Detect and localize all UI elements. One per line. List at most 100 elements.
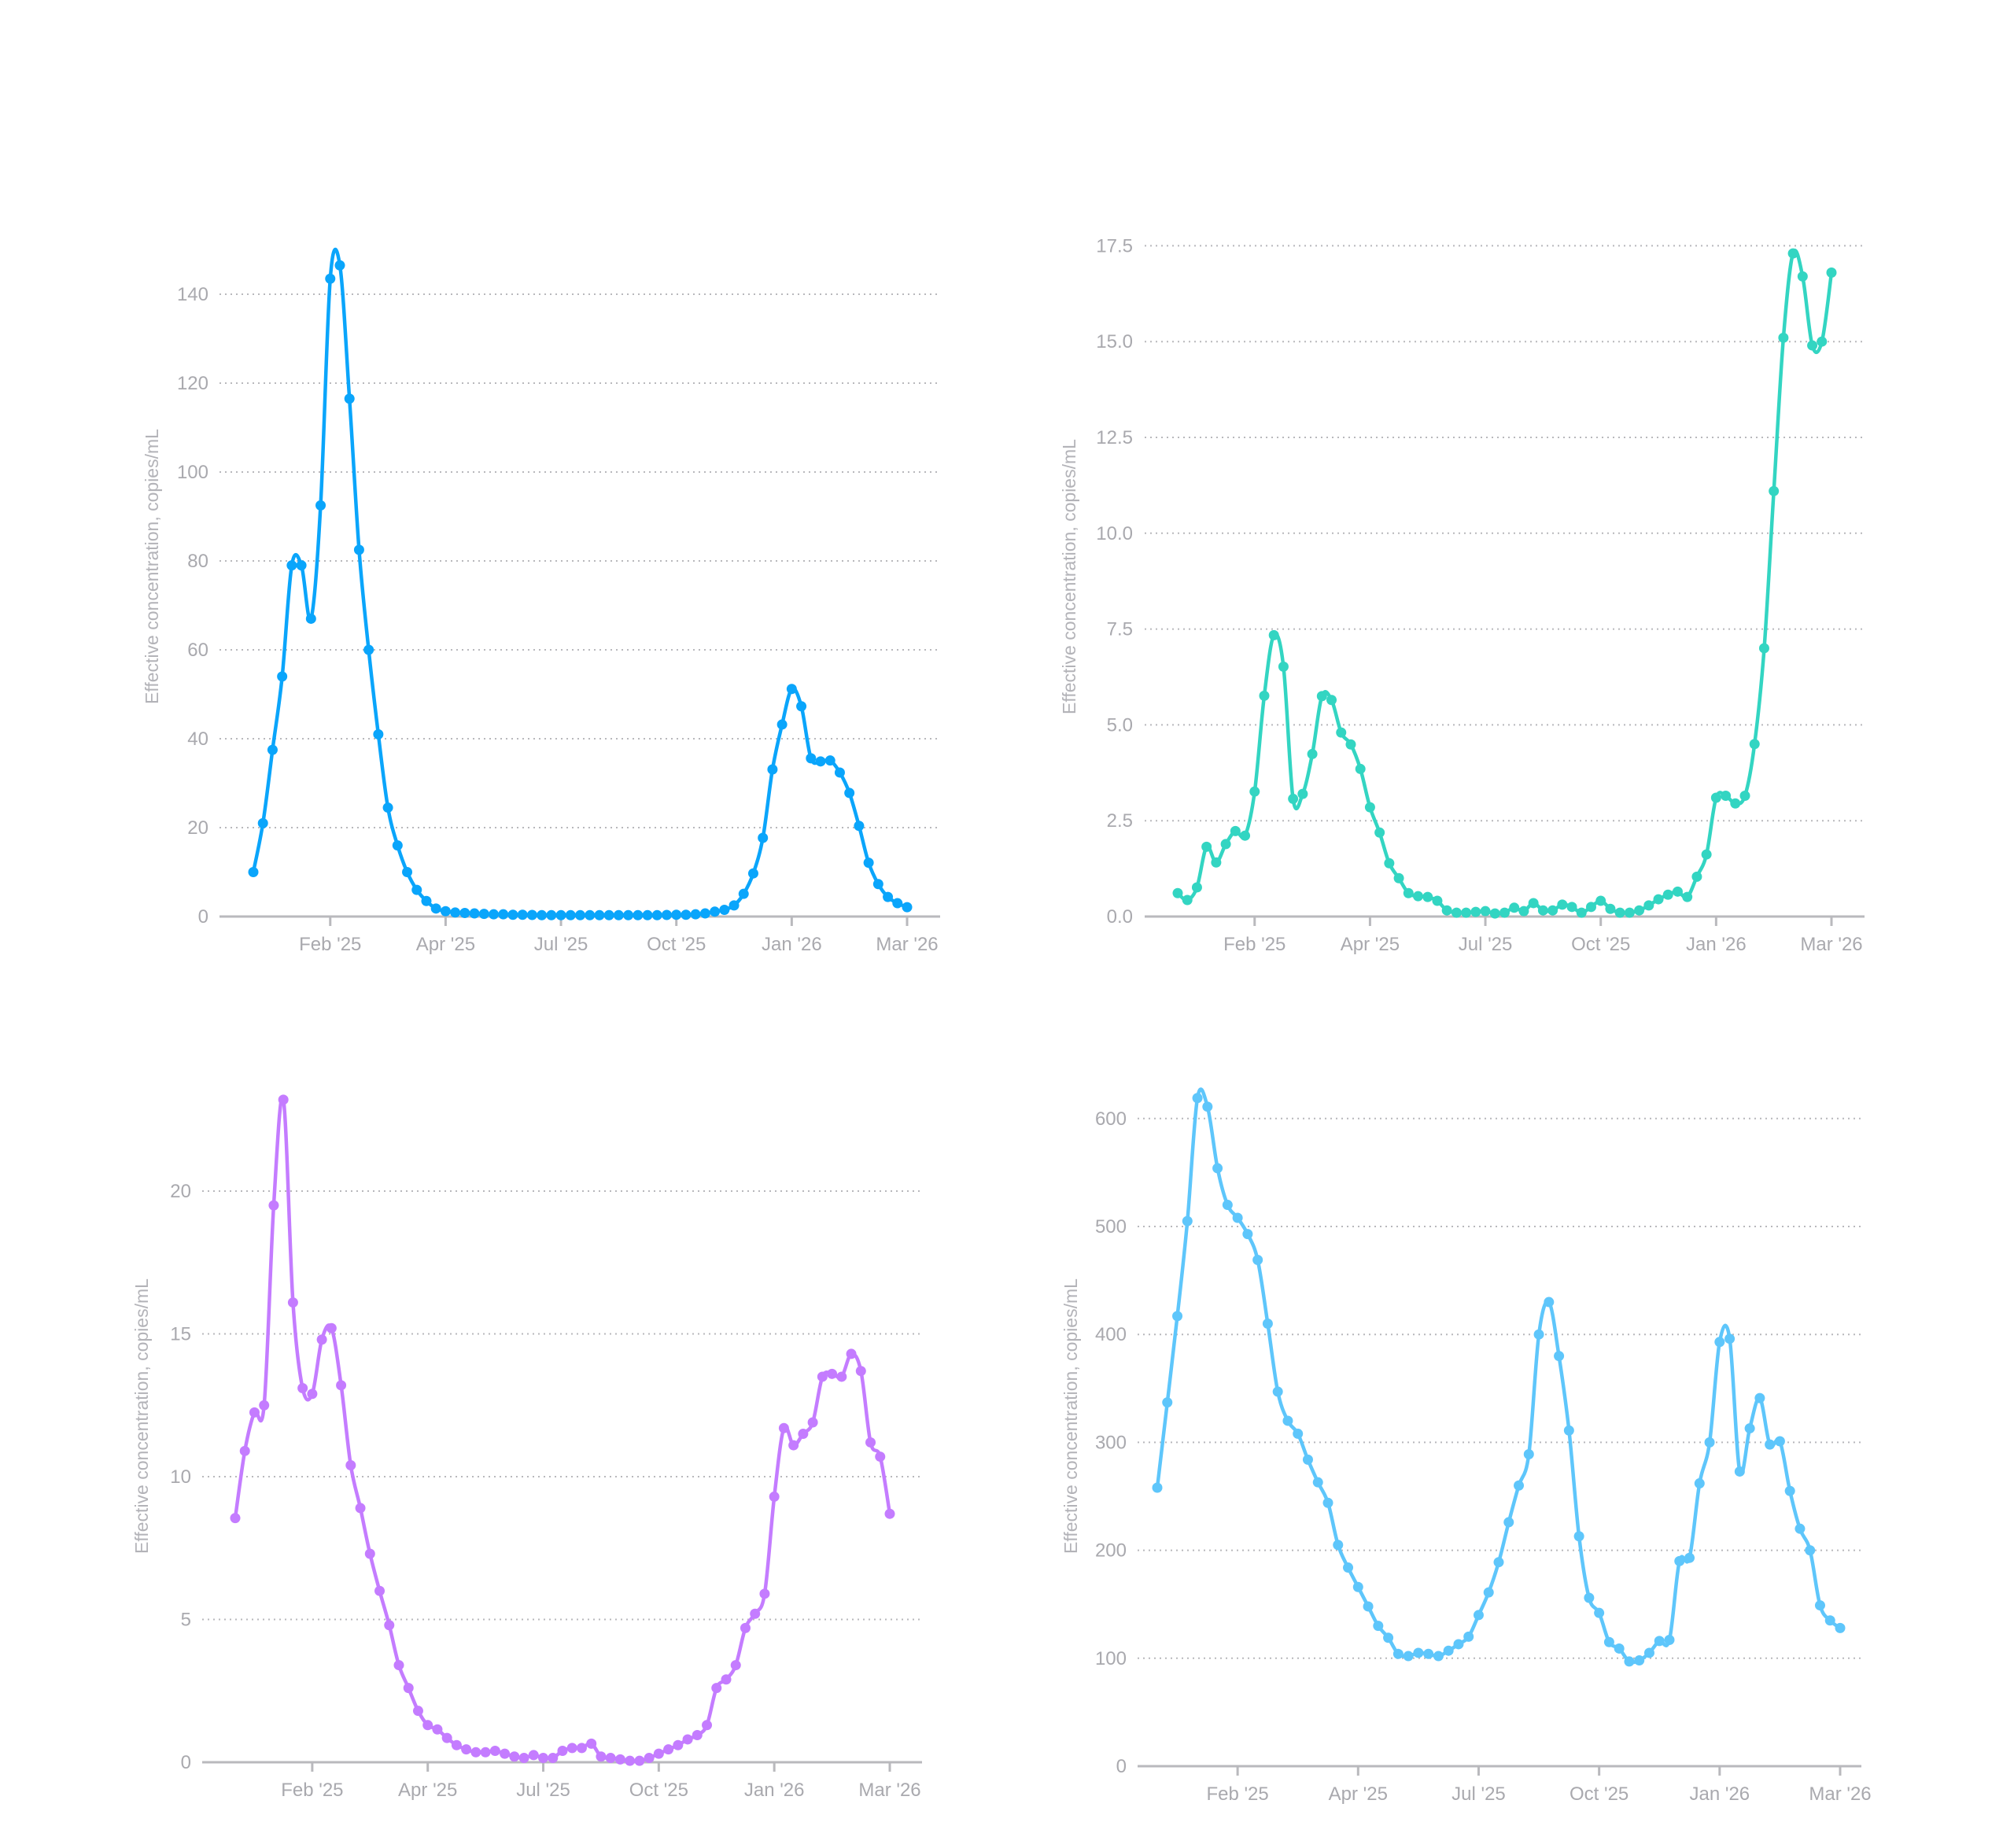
data-point[interactable] <box>729 900 740 911</box>
data-point[interactable] <box>1824 1615 1835 1626</box>
data-point[interactable] <box>1566 902 1577 913</box>
data-point[interactable] <box>1222 1200 1233 1211</box>
data-point[interactable] <box>278 1094 289 1105</box>
data-point[interactable] <box>692 1730 703 1741</box>
data-point[interactable] <box>719 905 730 916</box>
data-point[interactable] <box>815 756 826 767</box>
data-point[interactable] <box>430 903 441 914</box>
data-point[interactable] <box>807 1417 818 1428</box>
data-point[interactable] <box>1262 1318 1273 1329</box>
data-point[interactable] <box>671 909 682 920</box>
data-point[interactable] <box>1654 1636 1665 1647</box>
data-point[interactable] <box>1691 871 1702 882</box>
data-point[interactable] <box>806 753 817 764</box>
data-point[interactable] <box>721 1674 732 1685</box>
data-point[interactable] <box>875 1451 886 1463</box>
data-point[interactable] <box>872 879 883 890</box>
data-point[interactable] <box>1293 1428 1304 1439</box>
data-point[interactable] <box>788 1440 799 1451</box>
data-point[interactable] <box>1392 1648 1404 1659</box>
data-point[interactable] <box>605 1753 616 1764</box>
data-point[interactable] <box>738 888 749 899</box>
data-point[interactable] <box>1336 727 1347 738</box>
data-point[interactable] <box>1557 899 1568 910</box>
data-point[interactable] <box>1721 791 1732 802</box>
data-point[interactable] <box>778 1422 789 1433</box>
data-point[interactable] <box>1312 1477 1323 1488</box>
data-point[interactable] <box>382 802 393 813</box>
data-point[interactable] <box>846 1348 857 1359</box>
data-point[interactable] <box>1268 629 1279 640</box>
data-point[interactable] <box>1182 1215 1193 1226</box>
data-point[interactable] <box>286 560 297 571</box>
data-point[interactable] <box>1684 1552 1695 1563</box>
data-point[interactable] <box>1710 792 1721 803</box>
data-point[interactable] <box>1182 894 1193 906</box>
data-point[interactable] <box>884 1508 895 1519</box>
data-point[interactable] <box>836 1371 847 1382</box>
data-point[interactable] <box>1724 1333 1736 1345</box>
data-point[interactable] <box>1343 1562 1354 1573</box>
data-point[interactable] <box>1162 1397 1173 1408</box>
data-point[interactable] <box>1749 739 1760 750</box>
data-point[interactable] <box>1730 798 1741 809</box>
data-point[interactable] <box>1805 1545 1816 1556</box>
data-point[interactable] <box>363 644 374 655</box>
data-point[interactable] <box>555 909 566 920</box>
data-point[interactable] <box>518 1753 529 1764</box>
data-point[interactable] <box>1288 793 1299 804</box>
data-point[interactable] <box>1544 1297 1555 1308</box>
data-point[interactable] <box>623 909 634 920</box>
data-point[interactable] <box>1643 900 1654 911</box>
data-point[interactable] <box>1432 895 1443 906</box>
data-point[interactable] <box>373 729 384 740</box>
data-point[interactable] <box>1514 1480 1525 1491</box>
data-point[interactable] <box>459 907 470 918</box>
data-point[interactable] <box>1509 902 1520 913</box>
data-point[interactable] <box>1533 1329 1544 1340</box>
data-point[interactable] <box>249 1407 260 1418</box>
data-point[interactable] <box>1422 891 1433 902</box>
data-point[interactable] <box>315 500 326 511</box>
data-point[interactable] <box>489 1745 500 1756</box>
data-point[interactable] <box>441 1732 452 1743</box>
data-point[interactable] <box>1230 825 1241 836</box>
data-point[interactable] <box>1672 886 1683 897</box>
data-point[interactable] <box>528 1750 539 1761</box>
data-point[interactable] <box>817 1371 828 1382</box>
data-point[interactable] <box>1682 891 1693 902</box>
data-point[interactable] <box>758 832 769 843</box>
data-point[interactable] <box>1326 695 1337 706</box>
data-point[interactable] <box>489 909 500 920</box>
data-point[interactable] <box>537 909 548 920</box>
data-point[interactable] <box>1302 1454 1313 1465</box>
data-point[interactable] <box>1795 1523 1806 1534</box>
data-point[interactable] <box>546 909 557 920</box>
data-point[interactable] <box>470 1747 481 1758</box>
data-point[interactable] <box>316 1334 327 1345</box>
data-point[interactable] <box>865 1437 876 1448</box>
data-point[interactable] <box>1441 905 1452 916</box>
data-point[interactable] <box>1739 791 1750 802</box>
data-point[interactable] <box>1694 1478 1705 1489</box>
data-point[interactable] <box>1272 1386 1283 1397</box>
data-point[interactable] <box>344 393 355 404</box>
data-point[interactable] <box>834 767 845 778</box>
data-point[interactable] <box>402 867 413 877</box>
data-point[interactable] <box>257 817 268 828</box>
data-point[interactable] <box>451 1739 462 1750</box>
data-point[interactable] <box>345 1459 356 1470</box>
data-point[interactable] <box>1547 905 1558 916</box>
data-point[interactable] <box>759 1588 770 1599</box>
data-point[interactable] <box>392 840 403 851</box>
data-point[interactable] <box>644 1753 655 1764</box>
data-point[interactable] <box>1835 1622 1846 1633</box>
data-point[interactable] <box>1352 1581 1363 1592</box>
data-point[interactable] <box>1797 271 1808 282</box>
data-point[interactable] <box>594 909 605 920</box>
data-point[interactable] <box>393 1660 404 1671</box>
data-point[interactable] <box>1413 891 1424 902</box>
data-point[interactable] <box>1413 1647 1424 1658</box>
data-point[interactable] <box>1704 1437 1715 1448</box>
data-point[interactable] <box>585 909 596 920</box>
